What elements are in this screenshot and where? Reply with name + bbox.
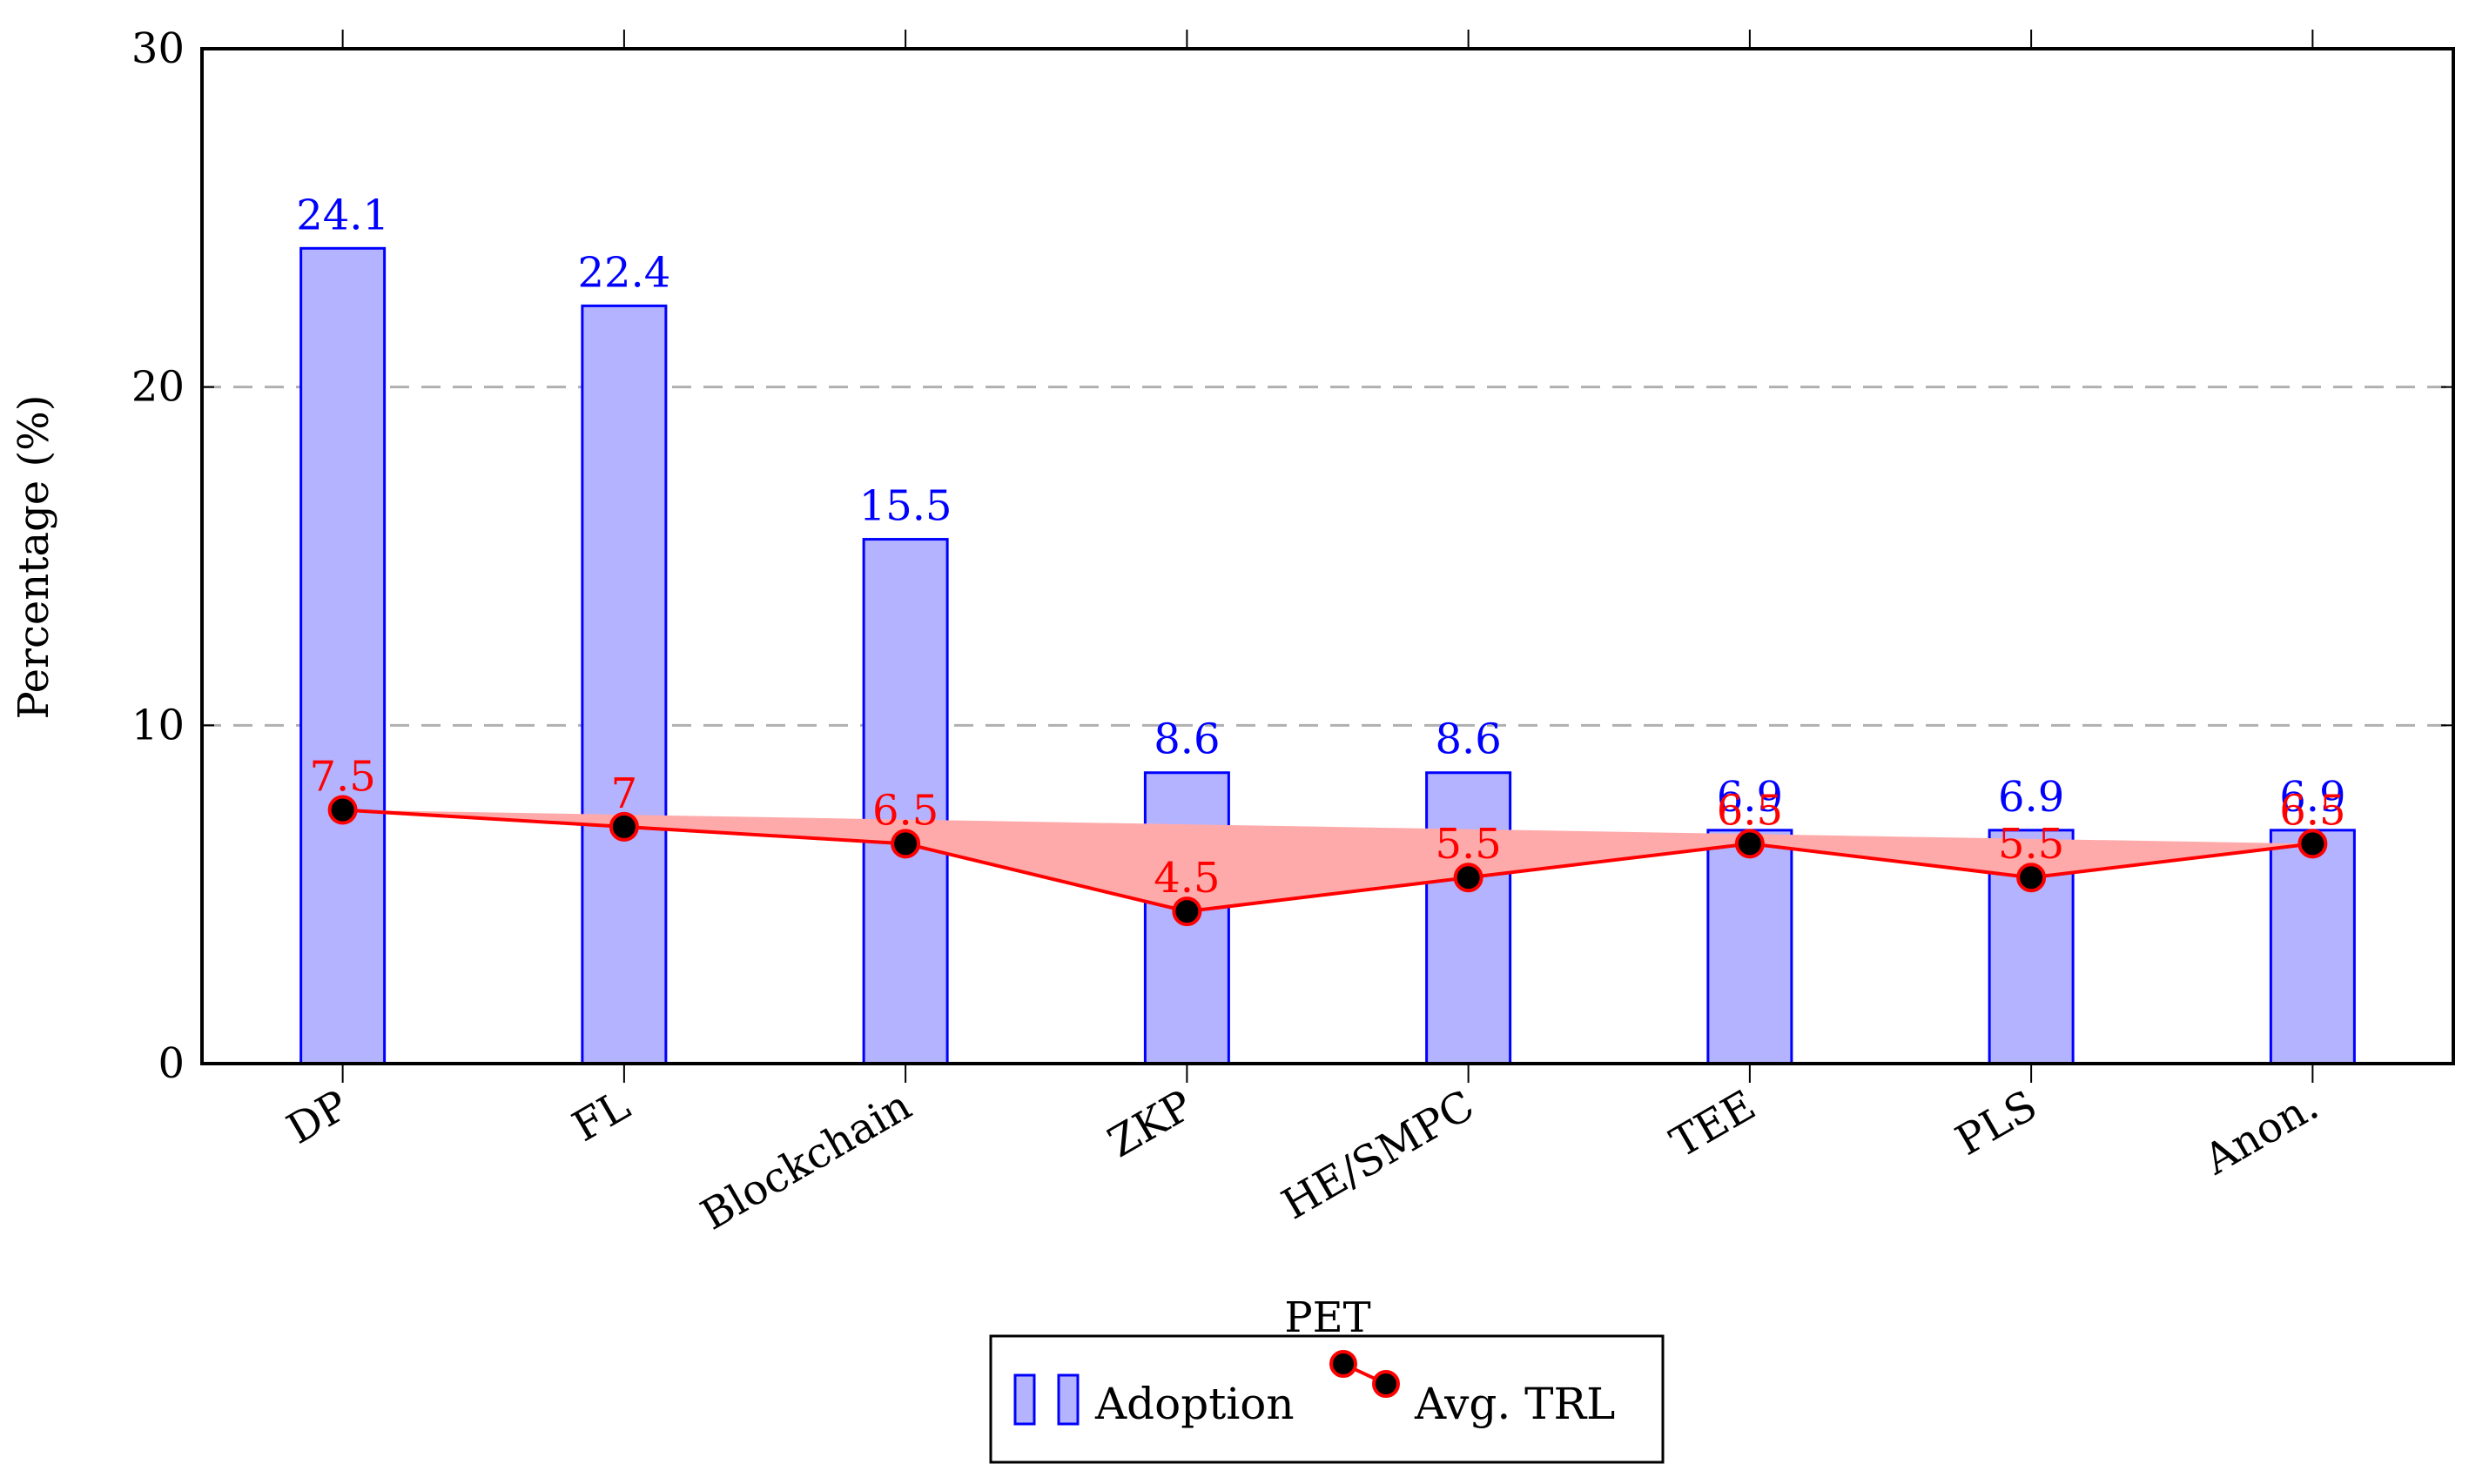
trl-line bbox=[327, 795, 2328, 927]
y-tick-label-3: 30 bbox=[131, 24, 185, 73]
x-tick-label-3: ZKP bbox=[1100, 1081, 1201, 1167]
trl-value-label-4: 5.5 bbox=[1435, 820, 1501, 869]
adoption-bars bbox=[299, 246, 2356, 1065]
y-tick-label-0: 0 bbox=[158, 1039, 185, 1088]
legend-label-adoption: Adoption bbox=[1094, 1379, 1295, 1429]
legend-marker-avg-trl-b bbox=[1372, 1370, 1400, 1398]
trl-point-6 bbox=[2016, 863, 2047, 893]
trl-point-0 bbox=[327, 795, 358, 825]
trl-value-label-7: 6.5 bbox=[2279, 786, 2345, 835]
trl-value-label-2: 6.5 bbox=[872, 786, 938, 835]
trl-value-label-1: 7 bbox=[611, 769, 638, 818]
bar-value-label-3: 8.6 bbox=[1154, 715, 1220, 764]
plot-frame bbox=[200, 47, 2455, 1065]
grid-lines bbox=[202, 386, 2453, 727]
x-tick-label-2: Blockchain bbox=[693, 1081, 919, 1240]
bar-value-label-2: 15.5 bbox=[859, 482, 952, 531]
trl-point-1 bbox=[609, 811, 639, 842]
trl-line-path bbox=[342, 808, 2313, 914]
x-tick-label-1: FL bbox=[564, 1081, 637, 1152]
bar-value-label-5: 6.9 bbox=[1717, 773, 1783, 822]
legend-box bbox=[989, 1334, 1665, 1464]
trl-point-7 bbox=[2297, 829, 2328, 859]
bar-value-label-7: 6.9 bbox=[2279, 773, 2345, 822]
bar-0 bbox=[299, 246, 387, 1065]
trl-area-fill bbox=[342, 809, 2313, 912]
x-tick-label-5: TEE bbox=[1662, 1081, 1763, 1168]
legend-item-avg-trl: Avg. TRL bbox=[1329, 1350, 1615, 1429]
trl-value-label-3: 4.5 bbox=[1154, 854, 1220, 903]
bar-value-label-1: 22.4 bbox=[577, 248, 670, 297]
trl-value-label-6: 5.5 bbox=[1998, 820, 2064, 869]
y-tick-label-2: 20 bbox=[131, 363, 185, 412]
legend-item-adoption: Adoption bbox=[1013, 1373, 1295, 1429]
legend-swatch-adoption-a bbox=[1013, 1373, 1036, 1426]
trl-area bbox=[342, 809, 2313, 912]
legend-label-avg-trl: Avg. TRL bbox=[1414, 1379, 1615, 1429]
x-tick-label-7: Anon. bbox=[2196, 1081, 2327, 1185]
bar-1 bbox=[581, 304, 668, 1065]
bar-4 bbox=[1425, 771, 1512, 1065]
trl-value-label-5: 6.5 bbox=[1717, 786, 1783, 835]
data-labels: 24.1 22.4 15.5 8.6 8.6 6.9 6.9 6.9 7.5 7 6.5 4.5 5.5… bbox=[296, 191, 2345, 903]
x-tick-label-4: HE/SMPC bbox=[1274, 1081, 1482, 1230]
legend-marker-avg-trl-a bbox=[1329, 1350, 1357, 1378]
bar-5 bbox=[1706, 829, 1793, 1065]
trl-point-2 bbox=[891, 829, 921, 859]
bar-7 bbox=[2269, 829, 2356, 1065]
bar-value-label-4: 8.6 bbox=[1435, 715, 1501, 764]
plot-border bbox=[200, 47, 2455, 1065]
x-tick-label-0: DP bbox=[279, 1081, 356, 1154]
x-axis-title: PET bbox=[1284, 1293, 1370, 1342]
bar-value-label-0: 24.1 bbox=[296, 191, 389, 239]
trl-point-5 bbox=[1734, 829, 1765, 859]
trl-value-label-0: 7.5 bbox=[309, 753, 375, 802]
bar-2 bbox=[862, 538, 949, 1065]
legend: Adoption Avg. TRL bbox=[989, 1334, 1665, 1464]
legend-swatch-adoption-b bbox=[1057, 1373, 1080, 1426]
trl-point-3 bbox=[1172, 896, 1202, 927]
y-tick-label-1: 10 bbox=[131, 701, 185, 749]
x-tick-label-6: PLS bbox=[1948, 1081, 2045, 1165]
axis-ticks: 0 10 20 30 DP FL Blockchain ZKP HE/SMPC TEE PLS Ano… bbox=[131, 24, 2453, 1239]
bar-value-label-6: 6.9 bbox=[1998, 773, 2064, 822]
y-axis-title: Percentage (%) bbox=[10, 394, 58, 719]
trl-point-4 bbox=[1453, 863, 1483, 893]
